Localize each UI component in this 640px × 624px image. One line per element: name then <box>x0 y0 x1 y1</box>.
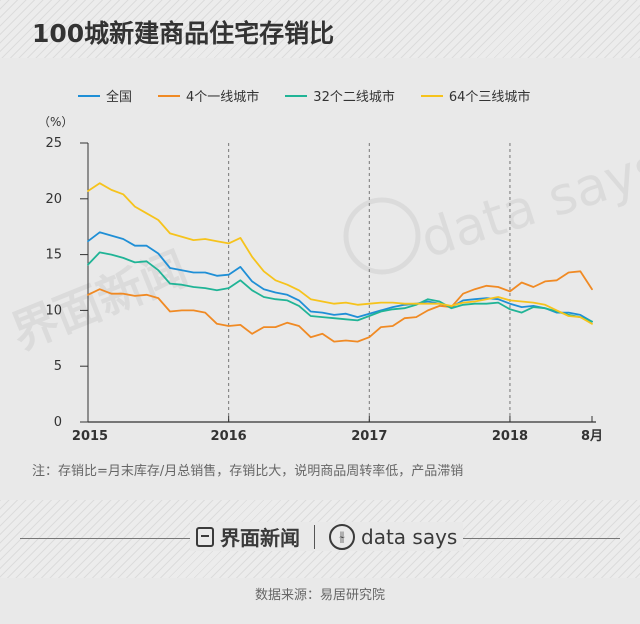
jiemian-logo-icon <box>196 526 214 547</box>
y-tick-label: 15 <box>45 248 62 263</box>
line-chart: 界面新闻 data says （%） 0 5 10 15 20 25 2015 2016 2017 20… <box>4 115 640 444</box>
legend: 全国 4个一线城市 32个二线城市 64个三线城市 <box>78 86 530 105</box>
series-line <box>87 251 593 323</box>
legend-swatch <box>420 94 443 97</box>
legend-label: 64个三线城市 <box>448 90 531 105</box>
y-tick-label: 25 <box>45 136 62 151</box>
legend-label: 全国 <box>106 90 133 105</box>
jiemian-logo: 界面新闻 <box>196 522 300 551</box>
x-tick-label: 2018 <box>492 429 528 444</box>
x-tick-label: 2017 <box>351 429 387 444</box>
y-axis-label: （%） <box>38 115 73 129</box>
legend-item: 64个三线城市 <box>420 86 531 105</box>
x-tick-label: 2016 <box>211 429 247 444</box>
legend-label: 32个二线城市 <box>313 90 395 105</box>
legend-swatch <box>285 94 308 97</box>
y-tick-label: 20 <box>45 192 62 207</box>
legend-item: 4个一线城市 <box>158 86 259 105</box>
watermark-datasays: data says <box>413 136 640 270</box>
legend-label: 4个一线城市 <box>186 90 260 105</box>
jiemian-logo-text: 界面新闻 <box>220 526 300 550</box>
watermark-datasays-icon <box>343 197 421 275</box>
title-band <box>0 0 640 58</box>
series-line <box>87 231 593 323</box>
series-line <box>87 182 593 325</box>
datasays-logo-icon: ⫳ <box>329 523 355 550</box>
legend-item: 全国 <box>78 86 132 105</box>
series-line <box>87 270 593 343</box>
datasays-logo: ⫳ data says <box>329 523 458 550</box>
y-tick-label: 10 <box>45 303 62 318</box>
y-tick-label: 0 <box>54 415 62 430</box>
legend-item: 32个二线城市 <box>285 86 395 105</box>
legend-swatch <box>78 94 100 97</box>
data-source: 数据来源：易居研究院 <box>254 588 385 603</box>
x-tick-label: 2015 <box>72 429 108 444</box>
brand-logos: 界面新闻 ⫳ data says <box>190 522 464 551</box>
datasays-logo-text: data says <box>361 524 458 549</box>
chart-title: 100城新建商品住宅存销比 <box>32 19 335 48</box>
x-tick-label: 8月 <box>581 429 603 444</box>
y-tick-label: 5 <box>54 359 62 374</box>
watermark-jiemian: 界面新闻 <box>4 241 195 360</box>
chart-note: 注：存销比=月末库存/月总销售，存销比大，说明商品周转率低，产品滞销 <box>32 464 464 479</box>
legend-swatch <box>158 94 181 97</box>
logo-separator <box>314 524 315 549</box>
